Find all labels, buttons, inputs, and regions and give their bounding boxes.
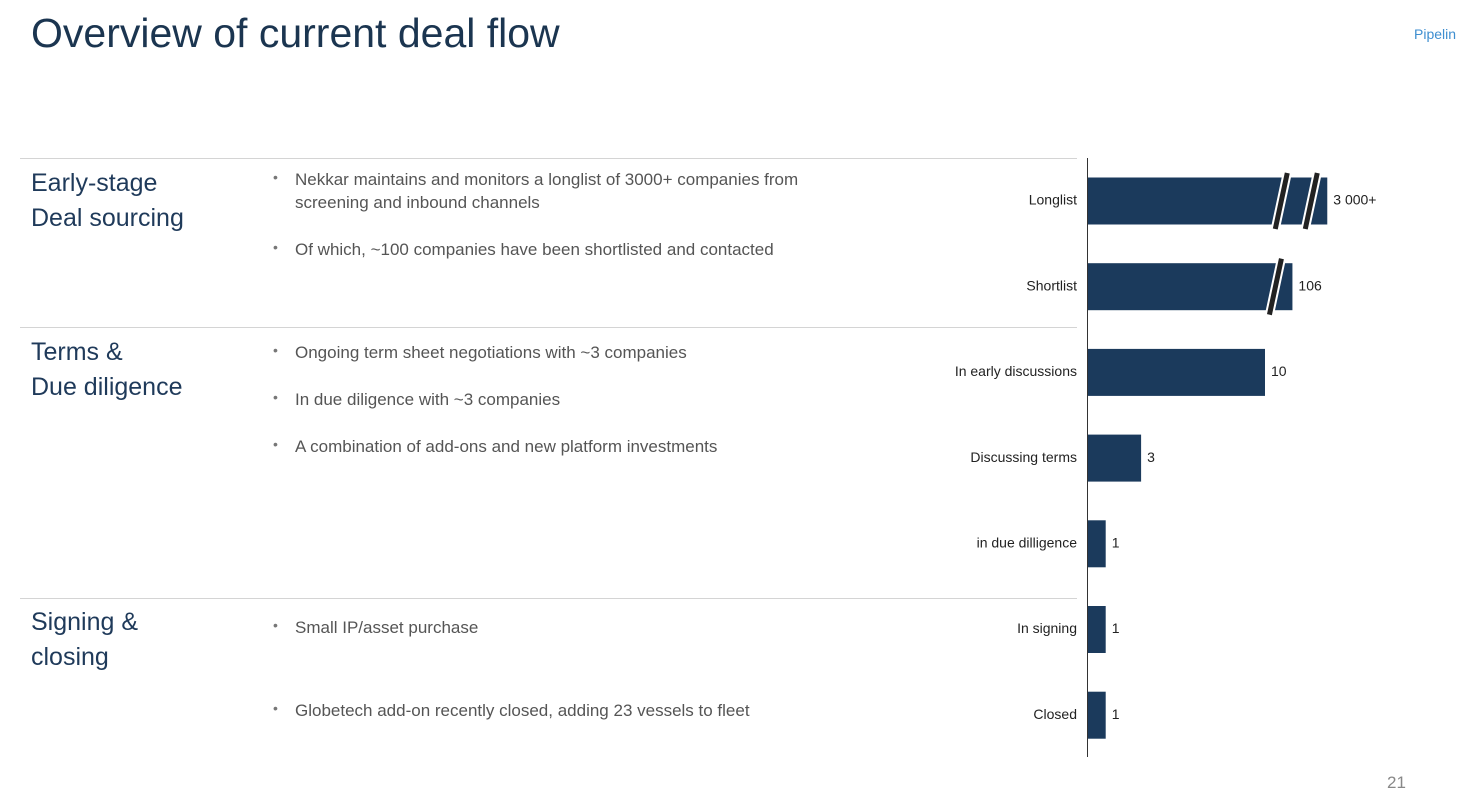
bullet-dot: • [273,239,278,255]
bullet-text: A combination of add-ons and new platfor… [295,437,718,456]
bullet-text: Of which, ~100 companies have been short… [295,240,774,259]
bullet-text: Ongoing term sheet negotiations with ~3 … [295,343,687,362]
page-number: 21 [1387,773,1406,792]
section-heading: Deal sourcing [31,204,184,232]
bullet-dot: • [273,617,278,633]
bar [1088,691,1106,739]
bullet-text: Small IP/asset purchase [295,618,479,637]
divider [20,327,1077,328]
bullet-dot: • [273,700,278,716]
value-label: 3 000+ [1333,192,1376,208]
bullet-dot: • [273,342,278,358]
section-heading: Signing & [31,608,139,636]
bullet-dot: • [273,389,278,405]
category-label: Closed [1033,706,1077,722]
section-heading: Early-stage [31,169,158,197]
bar [1088,606,1106,653]
axis-break [1266,258,1284,316]
section-heading: Terms & [31,338,123,366]
category-label: Shortlist [1026,277,1077,293]
category-label: in due dilligence [977,535,1078,551]
bullet-dot: • [273,436,278,452]
section-heading: Due diligence [31,373,183,401]
bar [1088,520,1106,568]
bullet-text: Nekkar maintains and monitors a longlist… [295,170,799,189]
axis-break [1272,172,1290,230]
axis-break [1302,172,1320,230]
pipeline-link[interactable]: Pipelin [1414,26,1457,42]
bullet-text: screening and inbound channels [295,193,540,212]
divider [20,598,1077,599]
bullet-text: Globetech add-on recently closed, adding… [295,701,750,720]
category-label: In signing [1017,620,1077,636]
value-label: 1 [1112,620,1120,636]
slide-title: Overview of current deal flow [31,10,560,56]
bullet-dot: • [273,169,278,185]
category-label: In early discussions [955,363,1077,379]
bar [1088,434,1142,482]
bullet-text: In due diligence with ~3 companies [295,390,561,409]
category-label: Longlist [1029,192,1077,208]
value-label: 3 [1147,449,1155,465]
value-label: 1 [1112,535,1120,551]
bar [1088,263,1293,311]
section-heading: closing [31,643,109,671]
divider [20,158,1077,159]
bar [1088,348,1265,396]
category-label: Discussing terms [970,449,1077,465]
bar [1088,177,1328,225]
value-label: 1 [1112,706,1120,722]
value-label: 106 [1298,277,1322,293]
value-label: 10 [1271,363,1287,379]
